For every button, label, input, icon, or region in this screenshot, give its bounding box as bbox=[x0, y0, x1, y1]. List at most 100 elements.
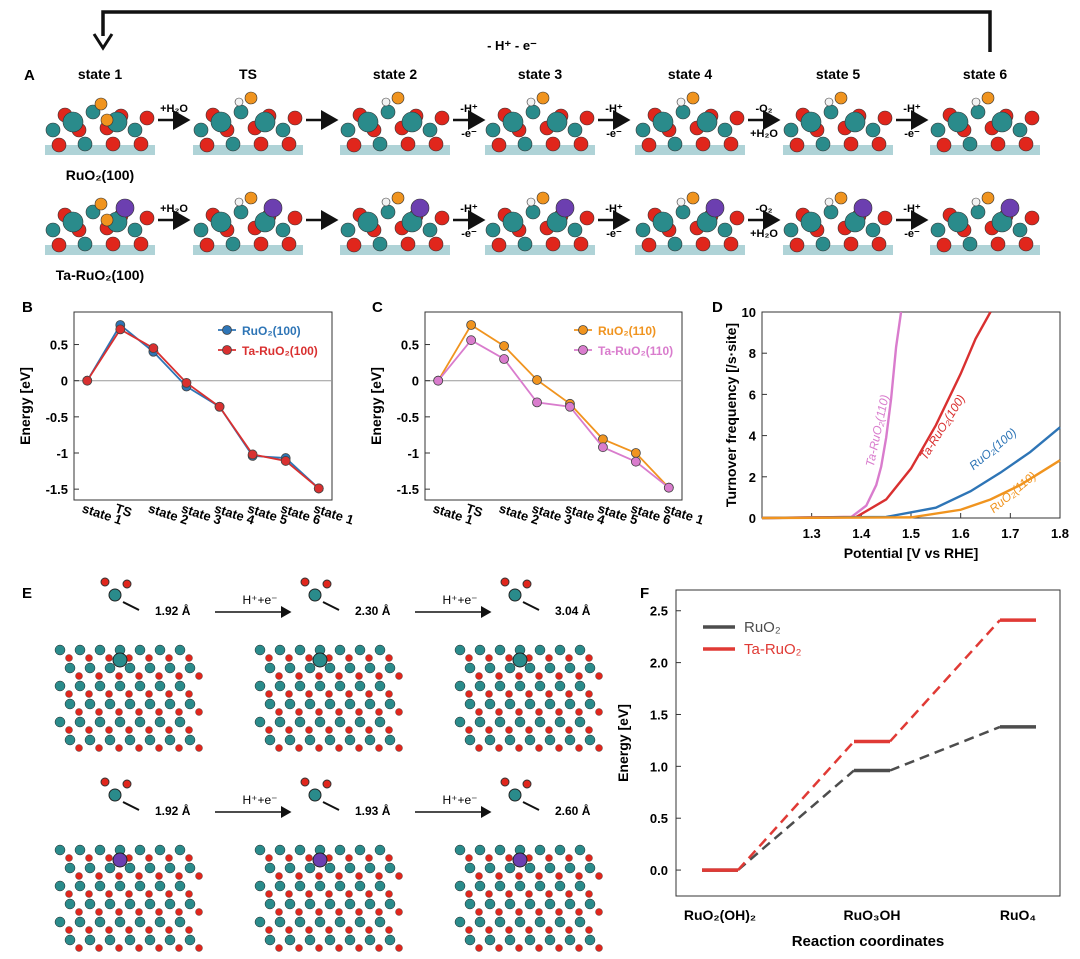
y-tick-label: 6 bbox=[749, 387, 756, 402]
o-atom bbox=[335, 944, 343, 952]
structure-0-0 bbox=[45, 97, 155, 155]
bond-distance: 2.30 Å bbox=[355, 603, 391, 618]
o-atom bbox=[375, 708, 383, 716]
ru-atom bbox=[45, 122, 61, 138]
o-atom bbox=[185, 890, 193, 898]
ru-atom bbox=[254, 916, 266, 928]
legend-swatch-marker bbox=[578, 325, 588, 335]
ru-atom bbox=[154, 916, 166, 928]
ru-atom bbox=[544, 698, 556, 710]
ru-atom bbox=[324, 698, 336, 710]
o-atom bbox=[315, 744, 323, 752]
state-label-0: state 1 bbox=[78, 66, 123, 82]
o-atom bbox=[515, 872, 523, 880]
ta-atom bbox=[853, 198, 873, 218]
ru-atom bbox=[380, 204, 396, 220]
o-atom bbox=[505, 654, 513, 662]
state-label-4: state 4 bbox=[668, 66, 713, 82]
o-atom bbox=[253, 136, 269, 152]
ru-atom bbox=[124, 862, 136, 874]
ru-atom bbox=[464, 862, 476, 874]
o-atom bbox=[465, 890, 473, 898]
row-label-0: RuO₂(100) bbox=[66, 167, 134, 183]
o-atom bbox=[345, 854, 353, 862]
o-atom bbox=[375, 944, 383, 952]
data-point bbox=[247, 449, 258, 460]
o-atom bbox=[385, 926, 393, 934]
oer-o-atom bbox=[686, 91, 700, 105]
ru-atom bbox=[667, 236, 683, 252]
adsorbate-o-atom bbox=[500, 577, 510, 587]
ru-atom bbox=[696, 111, 718, 133]
ru-atom bbox=[275, 222, 291, 238]
ru-atom bbox=[675, 204, 691, 220]
ru-atom bbox=[544, 934, 556, 946]
ru-atom bbox=[534, 916, 546, 928]
o-atom bbox=[575, 872, 583, 880]
o-atom bbox=[95, 708, 103, 716]
oer-o-atom bbox=[834, 91, 848, 105]
o-atom bbox=[641, 237, 657, 253]
energy-connector bbox=[737, 740, 855, 871]
o-atom bbox=[325, 890, 333, 898]
oer-o-atom bbox=[94, 97, 108, 111]
ru-atom bbox=[304, 934, 316, 946]
bond-distance: 1.93 Å bbox=[355, 803, 391, 818]
ru-atom bbox=[274, 716, 286, 728]
ru-atom bbox=[74, 880, 86, 892]
step-label-top: -H⁺ bbox=[903, 103, 921, 115]
slab-base bbox=[930, 245, 1040, 255]
distance-arrow bbox=[322, 601, 340, 611]
ru-atom bbox=[304, 898, 316, 910]
legend-swatch-marker bbox=[222, 325, 232, 335]
slab-base bbox=[485, 145, 595, 155]
ru-atom bbox=[364, 698, 376, 710]
ru-atom bbox=[584, 662, 596, 674]
y-tick-label: -1 bbox=[407, 446, 419, 461]
step-label-top: -H⁺ bbox=[460, 203, 478, 215]
o-atom bbox=[545, 926, 553, 934]
o-atom bbox=[95, 872, 103, 880]
ru-atom bbox=[564, 862, 576, 874]
o-atom bbox=[365, 654, 373, 662]
ru-atom bbox=[114, 680, 126, 692]
ru-atom bbox=[144, 662, 156, 674]
o-atom bbox=[485, 690, 493, 698]
ru-atom bbox=[84, 934, 96, 946]
o-atom bbox=[65, 690, 73, 698]
o-atom bbox=[465, 690, 473, 698]
oer-o-atom bbox=[100, 113, 114, 127]
o-atom bbox=[185, 926, 193, 934]
panel-e-structures: 1.92 Å 2.30 Å 3.04 Å H⁺+e⁻ H⁺+e⁻ 1.92 Å 1.93 Å… bbox=[54, 577, 603, 952]
oer-o-atom bbox=[100, 213, 114, 227]
slab-base bbox=[45, 245, 155, 255]
o-atom bbox=[95, 744, 103, 752]
o-atom bbox=[585, 726, 593, 734]
ru-atom bbox=[554, 680, 566, 692]
ru-atom bbox=[114, 880, 126, 892]
energy-connector bbox=[889, 725, 1001, 772]
ru-atom bbox=[484, 898, 496, 910]
o-atom bbox=[485, 890, 493, 898]
ru-atom bbox=[77, 136, 93, 152]
o-atom bbox=[641, 137, 657, 153]
adsorbate-o-atom bbox=[522, 779, 532, 789]
o-atom bbox=[265, 854, 273, 862]
ru-atom bbox=[546, 111, 568, 133]
ru-atom bbox=[667, 136, 683, 152]
reaction-step-label: H⁺+e⁻ bbox=[242, 793, 277, 807]
ru-atom bbox=[484, 662, 496, 674]
o-atom bbox=[75, 744, 83, 752]
ru-atom bbox=[574, 644, 586, 656]
surface-structure-0-1 bbox=[254, 577, 403, 752]
o-atom bbox=[135, 744, 143, 752]
ru-atom bbox=[494, 844, 506, 856]
o-atom bbox=[305, 854, 313, 862]
slab-base bbox=[783, 245, 893, 255]
o-atom bbox=[525, 890, 533, 898]
ru-atom bbox=[344, 898, 356, 910]
ru-atom bbox=[354, 716, 366, 728]
o-atom bbox=[145, 654, 153, 662]
ru-atom bbox=[374, 844, 386, 856]
ru-atom bbox=[294, 716, 306, 728]
